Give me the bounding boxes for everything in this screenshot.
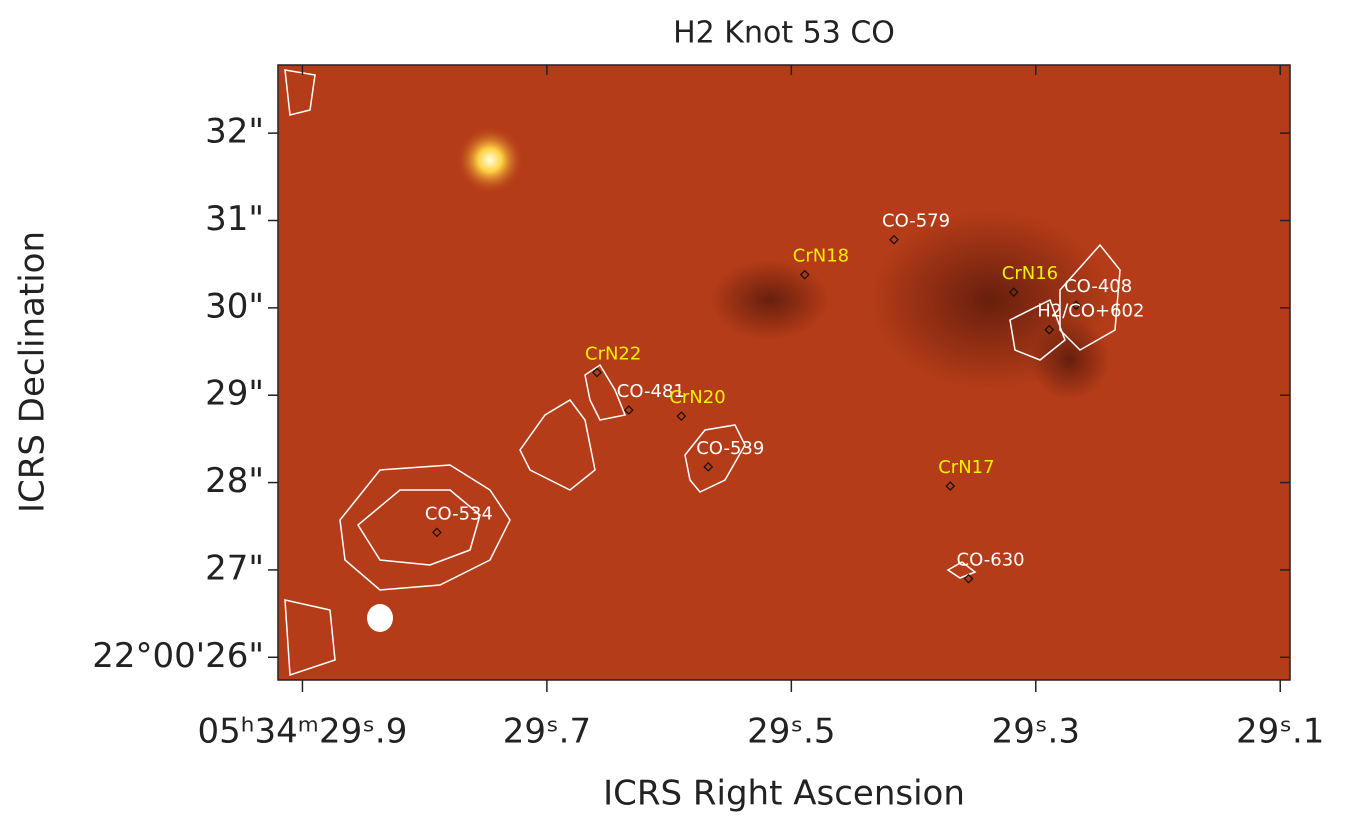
source-marker (592, 367, 602, 378)
source-label: CO-539 (696, 438, 764, 459)
x-tick-label: 29ˢ.5 (747, 712, 835, 752)
source-marker (432, 527, 442, 538)
contours (284, 69, 1121, 677)
source-marker (623, 405, 634, 415)
source-marker (889, 234, 899, 245)
source-label: CrN17 (938, 457, 994, 478)
y-tick-label: 27" (205, 548, 264, 588)
source-marker (1044, 324, 1055, 335)
y-tick-label: 31" (205, 199, 264, 239)
source-marker (799, 269, 810, 280)
frame (277, 64, 1291, 681)
y-tick-label: 30" (205, 286, 264, 326)
source-label: H2/CO+602 (1037, 301, 1144, 322)
source-label: CrN22 (585, 344, 641, 365)
y-tick-label: 32" (205, 112, 264, 152)
image-bg (278, 65, 1290, 680)
source-marker (703, 461, 714, 472)
source-label: CO-630 (957, 550, 1025, 571)
dark-region (1030, 320, 1110, 400)
source-label: CrN16 (1002, 263, 1058, 284)
image (278, 65, 1290, 680)
source-label: CO-481 (617, 381, 685, 402)
source-label: CO-579 (882, 211, 950, 232)
y-tick-label: 29" (205, 374, 264, 414)
source-label: CrN18 (793, 246, 849, 267)
star (456, 126, 524, 194)
y-axis-label: ICRS Declination (13, 231, 53, 513)
source-label: CrN20 (669, 387, 725, 408)
x-tick-label: 29ˢ.1 (1236, 712, 1324, 752)
source-marker (963, 573, 974, 584)
dark-region (710, 260, 830, 340)
x-axis-label: ICRS Right Ascension (603, 774, 965, 814)
y-tick-label: 22°00'26" (92, 636, 264, 676)
beam (367, 604, 393, 632)
x-tick-label: 05ʰ34ᵐ29ˢ.9 (198, 712, 408, 752)
source-marker (1071, 300, 1081, 311)
chart-title: H2 Knot 53 CO (673, 16, 895, 51)
x-tick-label: 29ˢ.7 (503, 712, 591, 752)
source-label: CO-408 (1064, 276, 1132, 297)
source-marker (945, 481, 956, 491)
source-marker (676, 411, 687, 422)
source-label: CO-534 (425, 503, 493, 524)
source-marker (1008, 287, 1019, 297)
x-tick-label: 29ˢ.3 (992, 712, 1080, 752)
y-tick-label: 28" (205, 461, 264, 501)
